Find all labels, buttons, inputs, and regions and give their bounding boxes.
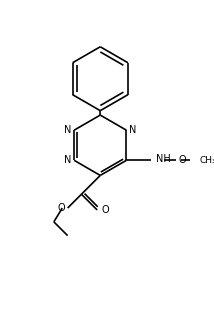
Text: O: O [57, 203, 65, 213]
Text: NH: NH [156, 155, 170, 164]
Text: N: N [64, 155, 72, 165]
Text: O: O [179, 155, 186, 165]
Text: O: O [102, 205, 109, 215]
Text: N: N [64, 125, 72, 135]
Text: CH₃: CH₃ [199, 156, 214, 165]
Text: N: N [129, 125, 136, 135]
